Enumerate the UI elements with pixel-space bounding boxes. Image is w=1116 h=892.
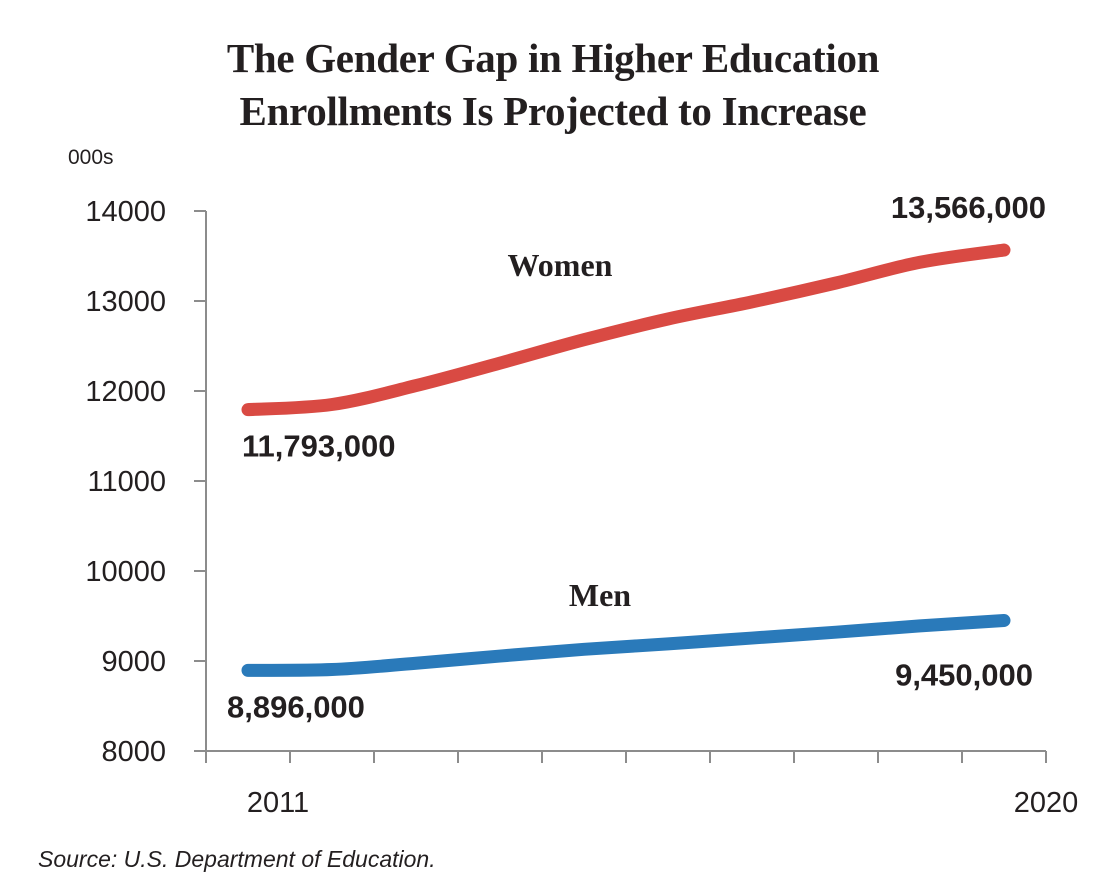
series-label-women: Women (508, 247, 613, 283)
source-note: Source: U.S. Department of Education. (38, 846, 436, 872)
value-label-men-2011: 8,896,000 (227, 689, 365, 724)
value-label-women-2020: 13,566,000 (891, 190, 1046, 225)
y-axis-ticks: 8000 9000 10000 11000 12000 13000 14000 (85, 196, 206, 768)
y-tick-label: 13000 (85, 286, 166, 318)
y-tick-label: 10000 (85, 556, 166, 588)
y-tick-label: 9000 (101, 646, 166, 678)
x-tick-label: 2020 (1014, 787, 1079, 819)
y-tick-label: 14000 (85, 196, 166, 228)
value-label-women-2011: 11,793,000 (242, 429, 395, 464)
y-tick-label: 8000 (101, 736, 166, 768)
x-tick-label: 2011 (247, 787, 309, 819)
series-lines (241, 243, 1011, 677)
y-tick-label: 11000 (88, 466, 167, 498)
value-label-men-2020: 9,450,000 (895, 658, 1033, 693)
x-axis-ticks: 2011 2020 (205, 751, 1079, 819)
axes (194, 211, 1046, 761)
data-labels: Women Men 11,793,000 13,566,000 8,896,000 9,4… (227, 190, 1046, 724)
series-label-men: Men (569, 577, 631, 613)
y-tick-label: 12000 (85, 376, 166, 408)
series-line-women (241, 243, 1011, 417)
y-axis-units-label: 000s (68, 146, 114, 169)
chart-title-line-2: Enrollments Is Projected to Increase (239, 88, 867, 134)
chart-title-line-1: The Gender Gap in Higher Education (226, 35, 880, 81)
series-line-men (241, 614, 1011, 677)
